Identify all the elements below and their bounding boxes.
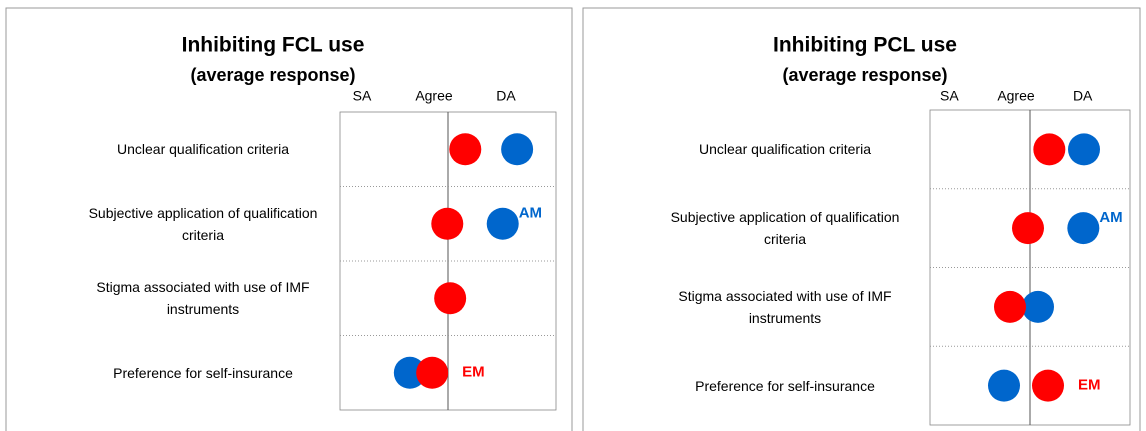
panel-frame <box>582 7 1141 431</box>
series-label: EM <box>1078 377 1101 394</box>
series-label: AM <box>519 205 542 222</box>
x-tick-label: SA <box>940 88 959 104</box>
dot <box>416 356 449 389</box>
x-tick-label: Agree <box>415 88 453 104</box>
dot <box>431 207 464 240</box>
dot <box>486 207 519 240</box>
x-tick-label: Agree <box>997 88 1035 104</box>
series-label: AM <box>1099 209 1122 226</box>
dot <box>1032 369 1064 402</box>
category-label: Stigma associated with use of IMF instru… <box>678 287 892 326</box>
dot <box>501 133 534 166</box>
chart-subtitle: (average response) <box>782 65 947 85</box>
series-label: EM <box>462 364 485 381</box>
dot <box>1068 133 1100 166</box>
dot <box>988 369 1020 402</box>
x-tick-label: DA <box>496 88 516 104</box>
category-label: Preference for self-insurance <box>695 377 875 394</box>
dot <box>1022 290 1054 323</box>
category-label: Subjective application of qualification … <box>88 204 318 243</box>
dot <box>1033 133 1066 166</box>
category-label: Unclear qualification criteria <box>117 141 289 158</box>
category-label: Stigma associated with use of IMF instru… <box>96 279 310 318</box>
dot <box>1067 212 1100 245</box>
chart-title: Inhibiting FCL use <box>182 34 365 57</box>
category-label: Subjective application of qualification … <box>670 209 900 248</box>
chart-title: Inhibiting PCL use <box>773 34 957 57</box>
dot <box>994 290 1026 323</box>
panel-frame <box>5 7 573 431</box>
category-label: Unclear qualification criteria <box>699 141 871 158</box>
dot <box>434 282 467 315</box>
dot <box>449 133 482 166</box>
x-tick-label: SA <box>353 88 372 104</box>
dot <box>393 356 426 389</box>
category-label: Preference for self-insurance <box>113 364 293 381</box>
dot <box>1012 212 1044 245</box>
chart-subtitle: (average response) <box>190 65 355 85</box>
x-tick-label: DA <box>1073 88 1093 104</box>
